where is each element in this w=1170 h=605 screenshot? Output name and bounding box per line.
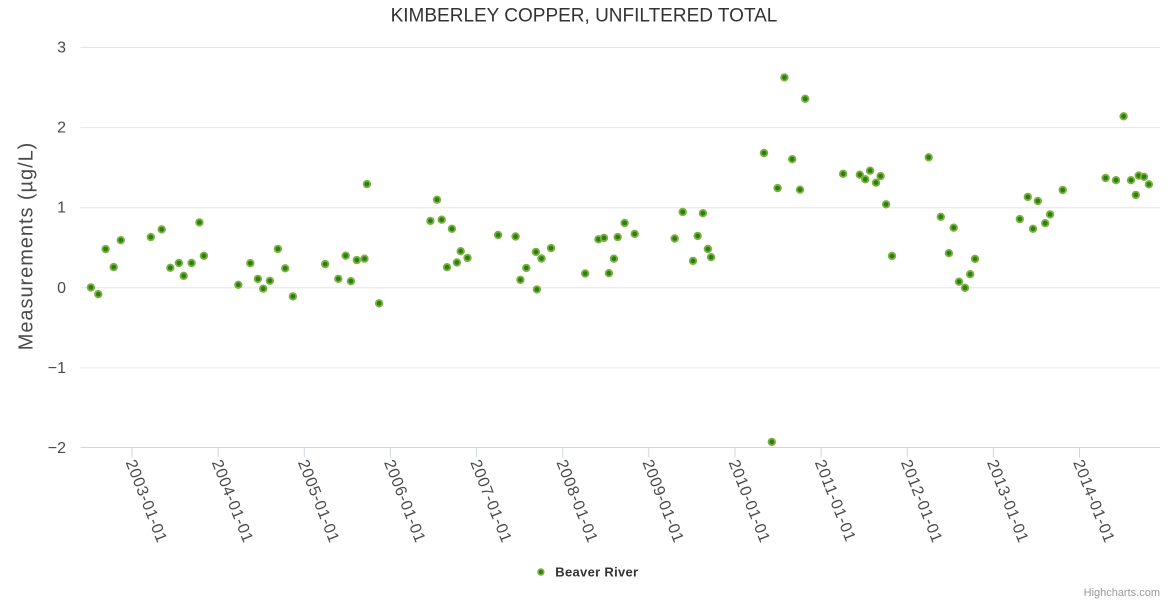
svg-text:−1: −1 (48, 360, 66, 377)
svg-text:Highcharts.com: Highcharts.com (1084, 587, 1160, 599)
svg-text:1: 1 (57, 200, 66, 217)
svg-text:2: 2 (57, 120, 66, 137)
svg-text:−2: −2 (48, 440, 66, 457)
svg-text:Beaver River: Beaver River (555, 565, 638, 580)
svg-text:0: 0 (57, 280, 66, 297)
svg-text:Measurements (µg/L): Measurements (µg/L) (16, 142, 38, 351)
svg-text:KIMBERLEY COPPER, UNFILTERED T: KIMBERLEY COPPER, UNFILTERED TOTAL (391, 6, 778, 27)
svg-text:3: 3 (57, 40, 66, 57)
